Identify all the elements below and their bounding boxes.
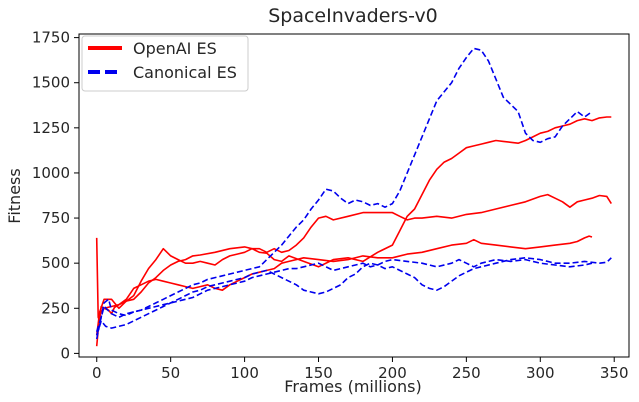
legend-box: [81, 35, 249, 92]
x-tick-label: 50: [161, 364, 180, 382]
x-tick-label: 200: [378, 364, 407, 382]
series-line-canonical-es-5: [95, 257, 612, 336]
series-line-canonical-es-4: [95, 47, 593, 340]
y-tick-label: 750: [41, 209, 70, 227]
series-line-openai-es-3: [95, 235, 593, 347]
legend: OpenAI ES Canonical ES: [81, 35, 249, 92]
y-tick-label: 1750: [32, 29, 70, 47]
plot-frame: [78, 33, 630, 358]
chart-title: SpaceInvaders-v0: [268, 5, 438, 27]
x-tick-label: 0: [92, 364, 102, 382]
y-tick-label: 1000: [32, 164, 70, 182]
y-axis: 0 250 500 750 1000 1250 1500 1750: [32, 29, 79, 362]
y-tick-label: 250: [41, 299, 70, 317]
x-axis-label: Frames (millions): [284, 377, 421, 396]
y-tick-label: 1250: [32, 119, 70, 137]
x-tick-label: 250: [452, 364, 481, 382]
series-line-openai-es-1: [95, 116, 612, 322]
legend-label-canonical-es: Canonical ES: [133, 63, 237, 82]
x-axis: 0 50 100 150 200 250 300 350: [92, 357, 629, 382]
x-tick-label: 150: [304, 364, 333, 382]
legend-label-openai-es: OpenAI ES: [133, 39, 217, 58]
plot-series: [95, 47, 612, 347]
x-tick-label: 300: [526, 364, 555, 382]
y-tick-label: 500: [41, 254, 70, 272]
x-tick-label: 100: [230, 364, 259, 382]
series-line-openai-es-2: [95, 193, 612, 336]
x-tick-label: 350: [600, 364, 629, 382]
y-axis-label: Fitness: [5, 168, 24, 223]
y-tick-label: 0: [60, 344, 70, 362]
y-tick-label: 1500: [32, 74, 70, 92]
